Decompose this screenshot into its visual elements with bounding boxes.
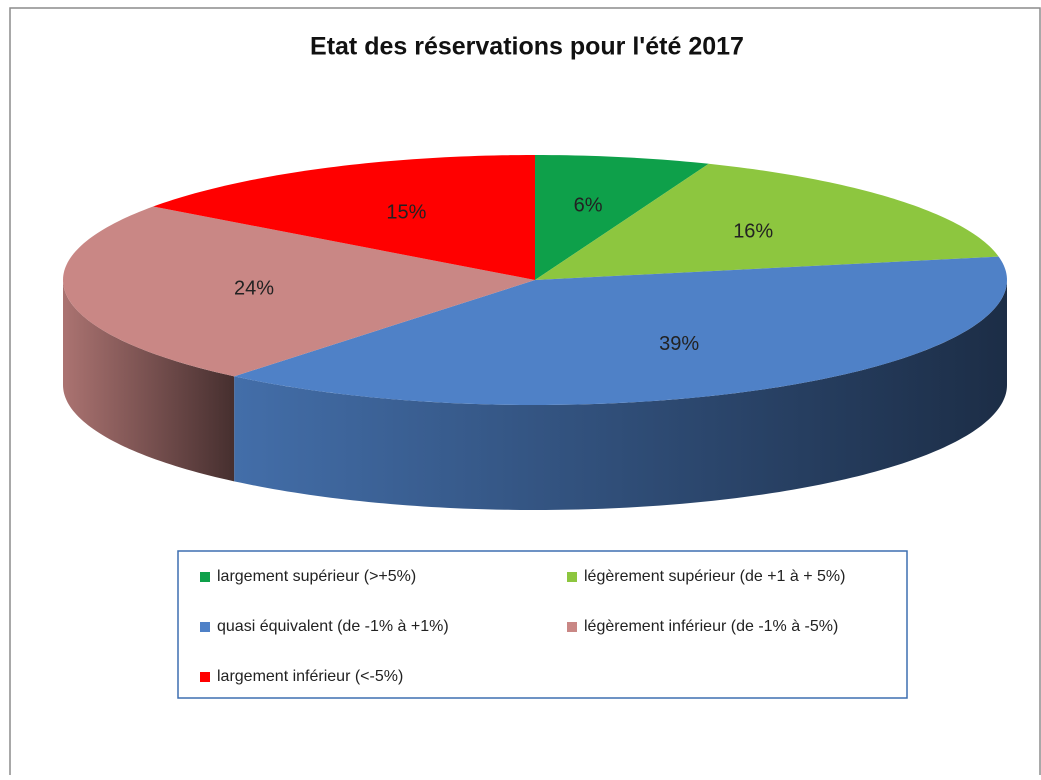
legend-swatch — [567, 622, 577, 632]
data-label: 39% — [659, 333, 699, 355]
legend: largement supérieur (>+5%) légèrement sup… — [200, 568, 845, 685]
pie-slice — [63, 206, 536, 377]
legend-swatch — [200, 622, 210, 632]
pie-slice — [535, 163, 999, 280]
data-label: 24% — [234, 278, 274, 300]
chart-title: Etat des réservations pour l'été 2017 — [310, 33, 744, 61]
pie-slice-side — [234, 280, 1008, 510]
pie-slice — [535, 155, 709, 280]
legend-swatch — [200, 672, 210, 682]
legend-label: largement supérieur (>+5%) — [217, 568, 416, 585]
legend-label: largement inférieur (<-5%) — [217, 668, 403, 685]
data-label: 6% — [574, 195, 603, 217]
legend-label: légèrement inférieur (de -1% à -5%) — [584, 618, 838, 635]
legend-label: légèrement supérieur (de +1 à + 5%) — [584, 568, 845, 585]
pie-slice — [234, 256, 1007, 405]
legend-box — [177, 550, 908, 699]
legend-swatch — [567, 572, 577, 582]
pie-slice-side — [63, 280, 235, 482]
pie: 6% 16% 39% 24% 15% — [63, 155, 1008, 510]
pie-slice — [153, 155, 535, 280]
data-label: 15% — [386, 201, 426, 223]
legend-label: quasi équivalent (de -1% à +1%) — [217, 618, 449, 635]
data-label: 16% — [733, 220, 773, 242]
legend-swatch — [200, 572, 210, 582]
